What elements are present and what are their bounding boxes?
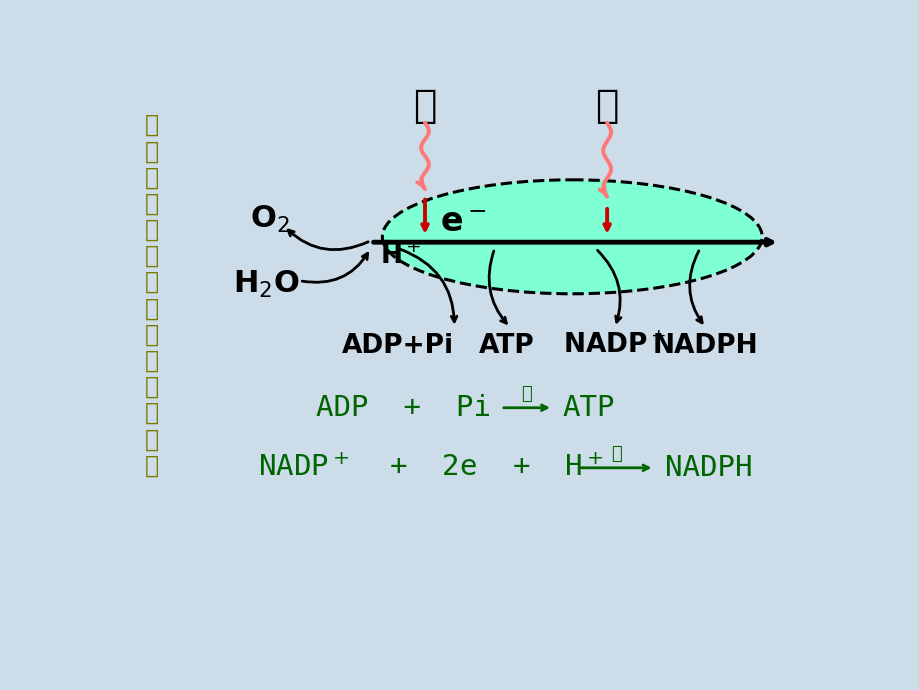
Text: 化: 化 — [145, 401, 159, 425]
Ellipse shape — [382, 180, 761, 294]
Text: H$_2$O: H$_2$O — [233, 269, 299, 300]
Text: e$^-$: e$^-$ — [440, 206, 487, 239]
Text: NADPH: NADPH — [652, 333, 757, 359]
Text: 光: 光 — [413, 87, 437, 125]
Text: 能: 能 — [145, 218, 159, 242]
Text: ）: ） — [145, 166, 159, 190]
Text: （: （ — [145, 113, 159, 137]
Text: 为: 为 — [145, 297, 159, 320]
Text: ATP: ATP — [562, 394, 615, 422]
Text: NADPH: NADPH — [664, 454, 752, 482]
Text: 转: 转 — [145, 244, 159, 268]
Text: 的: 的 — [145, 375, 159, 399]
Text: ADP+Pi: ADP+Pi — [342, 333, 453, 359]
Text: 能: 能 — [145, 453, 159, 477]
Text: H$^+$: H$^+$ — [380, 244, 421, 270]
Text: ADP  +  Pi: ADP + Pi — [316, 394, 491, 422]
Text: O$_2$: O$_2$ — [250, 204, 289, 235]
Text: 跃: 跃 — [145, 348, 159, 373]
Text: 化: 化 — [145, 270, 159, 294]
Text: 酶: 酶 — [520, 385, 531, 403]
Text: NADP$^+$  +  2e  +  H$^+$: NADP$^+$ + 2e + H$^+$ — [258, 454, 603, 482]
Text: 酶: 酶 — [610, 445, 621, 463]
Text: 电: 电 — [145, 192, 159, 216]
Text: 光: 光 — [595, 87, 618, 125]
Text: NADP$^+$: NADP$^+$ — [562, 333, 665, 359]
Text: ATP: ATP — [478, 333, 534, 359]
Text: 活: 活 — [145, 323, 159, 346]
Text: 二: 二 — [145, 139, 159, 164]
Text: 学: 学 — [145, 427, 159, 451]
